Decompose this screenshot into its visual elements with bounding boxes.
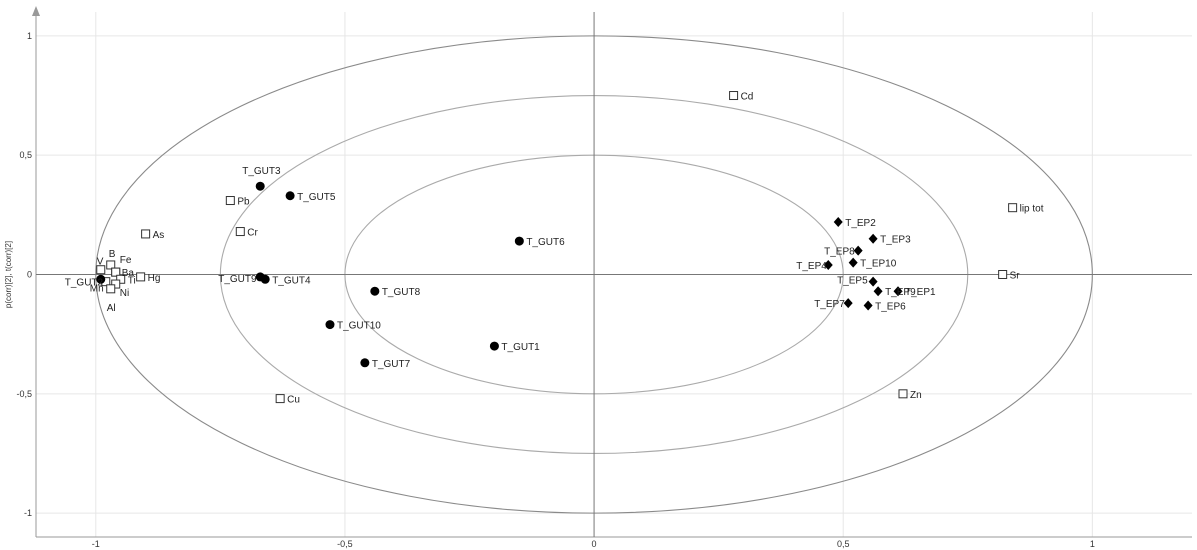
label-ti: Ti [128,275,136,286]
point-t-gut2 [96,274,106,284]
point-t-gut1 [489,341,499,351]
label-ni: Ni [120,288,129,299]
x-tick-label-4: 1 [1090,539,1095,549]
point-cd [729,91,739,101]
y-tick-label-2: 0 [27,270,32,280]
point-ba [111,267,121,277]
tick-labels: -1 -0,5 0 0,5 1 1 0,5 0 -0,5 -1 [16,31,1094,549]
label-t-gut8: T_GUT8 [382,287,421,298]
label-cd: Cd [741,92,754,103]
point-t-gut6 [514,236,524,246]
y-tick-label-0: 1 [27,31,32,41]
data-points [96,91,1018,404]
label-t-gut6: T_GUT6 [526,237,565,248]
point-pb [225,196,235,206]
label-ba: Ba [122,268,135,279]
label-t-ep7: T_EP7 [814,299,845,310]
point-t-ep4 [823,259,833,270]
label-fe: Fe [120,255,132,266]
label-lip-tot: lip tot [1020,204,1044,215]
label-mn: Mn [90,284,104,295]
point-zn [898,389,908,399]
label-t-gut3: T_GUT3 [242,166,281,177]
label-sr: Sr [1010,271,1021,282]
point-v [96,265,106,275]
y-tick-label-3: -0,5 [16,389,32,399]
label-t-ep8: T_EP8 [824,247,855,258]
label-t-gut2: T_GUT2 [65,277,104,288]
label-as: As [153,230,165,241]
label-t-gut10: T_GUT10 [337,321,381,332]
x-tick-label-3: 0,5 [837,539,850,549]
label-b: B [109,249,116,260]
label-t-ep5: T_EP5 [837,276,868,287]
y-axis-arrow-icon [32,6,40,16]
label-hg: Hg [148,273,161,284]
label-t-ep10: T_EP10 [860,259,897,270]
point-al [106,284,116,294]
x-tick-label-1: -0,5 [337,539,353,549]
label-t-gut9: T_GUT9 [218,274,257,285]
label-t-gut1: T_GUT1 [501,342,540,353]
point-cu [275,394,285,404]
label-t-ep4: T_EP4 [796,261,827,272]
label-al: Al [107,303,116,314]
label-zn: Zn [910,390,922,401]
point-t-gut10 [325,320,335,330]
point-t-gut5 [285,191,295,201]
point-t-ep3 [868,233,878,244]
point-t-gut8 [370,286,380,296]
point-t-ep1 [893,286,903,297]
label-v: V [97,257,104,268]
point-as [141,229,151,239]
point-t-ep5 [868,276,878,287]
point-t-gut7 [360,358,370,368]
point-ti [116,274,126,284]
label-t-gut7: T_GUT7 [372,359,411,370]
point-lip-tot [1008,203,1018,213]
point-t-gut4 [260,274,270,284]
label-t-ep1: T_EP1 [905,287,936,298]
point-hg [136,272,146,282]
point-sr [998,270,1008,279]
point-t-ep9 [873,286,883,297]
x-tick-label-2: 0 [592,539,597,549]
label-t-gut4: T_GUT4 [272,275,311,286]
point-cr [235,227,245,237]
plot-frame [32,6,1192,538]
y-axis-label: p(corr)[2], t(corr)[2] [4,241,13,308]
point-t-ep7 [843,298,853,309]
label-t-ep9: T_EP9 [885,287,916,298]
y-tick-label-1: 0,5 [19,150,32,160]
point-t-ep10 [848,257,858,268]
label-t-gut5: T_GUT5 [297,192,336,203]
point-t-ep8 [853,245,863,256]
label-cr: Cr [247,228,258,239]
x-tick-label-0: -1 [92,539,100,549]
label-t-ep6: T_EP6 [875,302,906,313]
label-cu: Cu [287,395,300,406]
point-t-gut3 [255,181,265,191]
point-ni [111,279,121,289]
label-t-ep3: T_EP3 [880,235,911,246]
point-t-ep6 [863,300,873,311]
label-pb: Pb [237,197,250,208]
y-tick-label-4: -1 [24,508,32,518]
point-t-ep2 [833,217,843,227]
label-t-ep2: T_EP2 [845,218,876,229]
point-b [106,260,116,270]
